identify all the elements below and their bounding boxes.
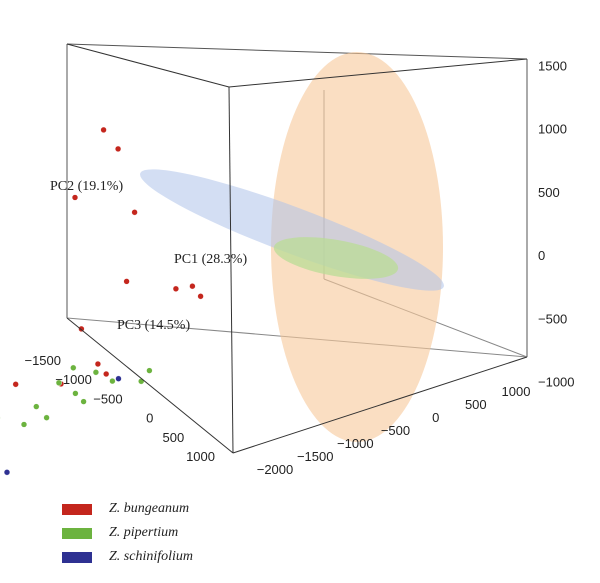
data-points	[0, 126, 204, 476]
data-point-z-pipertium-2	[55, 379, 63, 386]
data-point-z-bungeanum-13	[103, 370, 110, 378]
pc3-axis-label: PC3 (14.5%)	[117, 318, 190, 333]
pc3-tick-label: 1000	[186, 449, 215, 464]
legend-label: Z. schinifolium	[109, 549, 194, 564]
pc1-tick-label: −500	[381, 423, 410, 438]
data-point-z-bungeanum-4	[123, 278, 130, 285]
pc2-tick-label: 0	[538, 248, 545, 263]
data-point-z-pipertium-8	[72, 390, 79, 397]
data-point-z-pipertium-13	[43, 414, 50, 421]
pc1-tick-labels: −2000−1500−1000 −500 0 500 1000	[257, 384, 531, 477]
data-point-z-pipertium-7	[33, 403, 40, 410]
pc2-axis-label: PC2 (19.1%)	[50, 179, 123, 194]
legend-swatch-z-schinifolium	[62, 551, 92, 563]
data-point-z-pipertium-3	[92, 369, 100, 376]
pc1-tick-label: 1000	[502, 384, 531, 399]
data-point-z-bungeanum-0	[100, 126, 107, 133]
data-point-z-bungeanum-2	[71, 194, 79, 201]
pc2-tick-label: 1000	[538, 122, 567, 137]
pc3-tick-label: −1500	[24, 353, 61, 368]
pc2-tick-label: 1500	[538, 58, 567, 73]
data-point-z-pipertium-14	[146, 367, 153, 374]
data-point-z-bungeanum-10	[12, 381, 19, 388]
pc1-tick-label: −2000	[257, 462, 294, 477]
pc1-axis-label: PC1 (28.3%)	[174, 252, 247, 267]
data-point-z-pipertium-15	[138, 378, 145, 385]
data-point-z-pipertium-12	[80, 398, 87, 405]
data-point-z-bungeanum-6	[172, 285, 180, 292]
data-point-z-pipertium-1	[70, 364, 77, 371]
legend-item: Z. schinifolium	[62, 545, 193, 569]
data-point-z-bungeanum-1	[114, 145, 122, 153]
data-point-z-bungeanum-3	[131, 209, 138, 216]
data-point-z-bungeanum-7	[189, 283, 196, 290]
data-point-z-schinifolium-0	[3, 469, 11, 476]
data-point-z-pipertium-9	[109, 378, 116, 385]
pc3-tick-label: 0	[146, 411, 153, 426]
ellipsoid-z-pipertium	[273, 237, 399, 279]
legend-item: Z. pipertium	[62, 521, 193, 545]
data-point-z-bungeanum-11	[94, 360, 102, 368]
pc3-tick-label: 500	[162, 430, 184, 445]
pc2-tick-label: −1000	[538, 375, 575, 390]
pc1-tick-label: −1500	[297, 449, 334, 464]
data-point-z-bungeanum-8	[197, 293, 204, 300]
data-point-z-schinifolium-5	[115, 375, 122, 382]
pc2-tick-labels: 1500 1000 500 0 −500 −1000	[538, 58, 575, 389]
legend-label: Z. pipertium	[109, 525, 179, 540]
pc1-tick-label: 0	[432, 410, 439, 425]
legend-item: Z. bungeanum	[62, 497, 193, 521]
legend: Z. bungeanum Z. pipertium Z. schinifoliu…	[62, 497, 193, 569]
pc1-tick-label: −1000	[337, 436, 374, 451]
pc2-tick-label: −500	[538, 311, 567, 326]
confidence-ellipsoids	[140, 52, 444, 442]
pc3-tick-label: −1000	[55, 372, 92, 387]
plot-box-front	[66, 43, 528, 454]
legend-swatch-z-pipertium	[62, 527, 92, 539]
data-point-z-pipertium-11	[20, 421, 28, 428]
legend-label: Z. bungeanum	[109, 501, 190, 516]
pc3-tick-label: −500	[93, 391, 122, 406]
legend-swatch-z-bungeanum	[62, 503, 92, 515]
pc2-tick-label: 500	[538, 185, 560, 200]
pc1-tick-label: 500	[465, 397, 487, 412]
